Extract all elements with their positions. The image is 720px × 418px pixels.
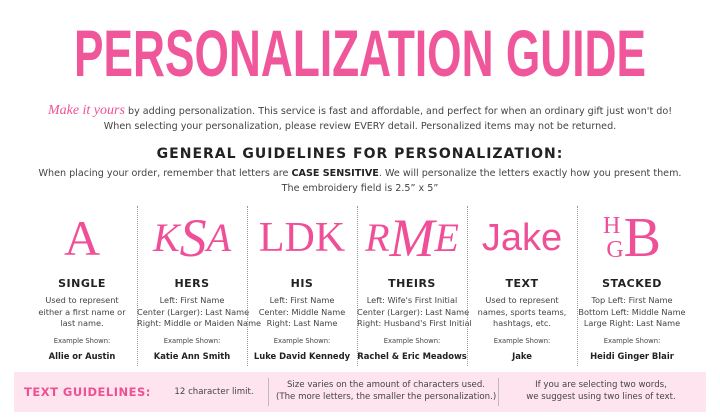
- page-title: PERSONALIZATION GUIDE: [74, 16, 646, 90]
- description: Left: First Name Center: Middle Name Right…: [247, 295, 357, 330]
- guideline-item: Size varies on the amount of characters …: [276, 379, 496, 403]
- description-line: Left: First Name: [269, 295, 335, 305]
- description: Left: Wife's First Initial Center (Larger…: [357, 295, 472, 330]
- text: . We will personalize the letters exactl…: [378, 168, 682, 179]
- title-area: PERSONALIZATION GUIDE: [74, 16, 646, 90]
- intro-text: by adding personalization. This service …: [127, 106, 673, 117]
- sample-letter: E: [434, 215, 459, 260]
- sample: Jake: [467, 205, 577, 271]
- separator: [467, 206, 468, 366]
- description: Used to represent either a first name or l…: [27, 295, 137, 330]
- sample: LDK: [247, 205, 357, 271]
- description-line: Right: Last Name: [266, 318, 338, 328]
- guideline-item: 12 character limit.: [164, 386, 264, 398]
- example: Allie or Austin: [48, 351, 116, 361]
- example: Katie Ann Smith: [153, 351, 231, 361]
- description-line: last name.: [60, 318, 104, 328]
- text-guidelines-band: TEXT GUIDELINES: 12 character limit. Size…: [14, 372, 706, 412]
- separator: [577, 206, 578, 366]
- separator: [498, 378, 499, 406]
- sample-letter: K: [152, 215, 180, 260]
- separator: [268, 378, 269, 406]
- style-name: HIS: [290, 277, 314, 290]
- description-line: Bottom Left: Middle Name: [578, 306, 686, 317]
- style-name: STACKED: [602, 277, 662, 290]
- guideline-line: (The more letters, the smaller the perso…: [276, 392, 497, 402]
- text-guidelines-label: TEXT GUIDELINES:: [24, 385, 151, 399]
- guidelines-text: When placing your order, remember that l…: [0, 168, 720, 179]
- example: Jake: [512, 351, 532, 361]
- guideline-line: 12 character limit.: [174, 387, 254, 397]
- description: Used to represent names, sports teams, has…: [467, 295, 577, 330]
- description-line: Top Left: First Name: [591, 295, 673, 305]
- style-name: THEIRS: [388, 277, 436, 290]
- description-line: names, sports teams,: [477, 306, 567, 317]
- sample-letter: S: [179, 208, 207, 268]
- text: When placing your order, remember that l…: [38, 168, 292, 179]
- guideline-line: we suggest using two lines of text.: [526, 392, 676, 402]
- intro-lead: Make it yours: [47, 103, 125, 118]
- intro-line: Make it yours by adding personalization.…: [0, 103, 720, 119]
- example: Rachel & Eric Meadows: [357, 351, 467, 361]
- sample-letter: H: [602, 213, 621, 239]
- bold-text: CASE SENSITIVE: [291, 168, 379, 179]
- intro-text: When selecting your personalization, ple…: [103, 121, 617, 132]
- sample-letter: G: [606, 237, 624, 263]
- guideline-item: If you are selecting two words, we sugges…: [506, 379, 696, 403]
- example-label: Example Shown:: [53, 337, 111, 345]
- description: Left: First Name Center (Larger): Last Na…: [137, 295, 262, 330]
- style-column: A SINGLE Used to represent either a first n…: [27, 205, 137, 361]
- style-column: R M E THEIRS Left: Wife's First Initial Cente…: [357, 205, 472, 361]
- description: Top Left: First Name Bottom Left: Middle …: [577, 295, 687, 330]
- style-name: HERS: [174, 277, 210, 290]
- description-line: Center (Larger): Last Name: [357, 306, 470, 317]
- sample-letter: R: [365, 215, 390, 260]
- description-line: Used to represent: [45, 295, 119, 305]
- example-label: Example Shown:: [383, 337, 441, 345]
- example-label: Example Shown:: [163, 337, 221, 345]
- sample-letter: LDK: [258, 215, 346, 261]
- separator: [137, 206, 138, 366]
- description-line: Used to represent: [485, 295, 559, 305]
- style-name: TEXT: [505, 277, 539, 290]
- example: Luke David Kennedy: [253, 351, 351, 361]
- separator: [247, 206, 248, 366]
- description-line: hashtags, etc.: [493, 318, 551, 328]
- separator: [357, 206, 358, 366]
- guidelines-text: The embroidery field is 2.5” x 5”: [281, 183, 439, 194]
- sample: A: [27, 205, 137, 271]
- description-line: either a first name or: [38, 306, 126, 317]
- style-column: LDK HIS Left: First Name Center: Middle Nam…: [247, 205, 357, 361]
- description-line: Left: Wife's First Initial: [366, 295, 458, 305]
- style-name: SINGLE: [58, 277, 106, 290]
- sample-letter: M: [389, 208, 435, 268]
- guideline-line: Size varies on the amount of characters …: [286, 380, 486, 390]
- guidelines-heading: GENERAL GUIDELINES FOR PERSONALIZATION:: [156, 146, 564, 162]
- sample-letter: A: [206, 215, 232, 260]
- style-column: K S A HERS Left: First Name Center (Larger): …: [137, 205, 262, 361]
- guideline-line: If you are selecting two words,: [535, 380, 667, 390]
- description-line: Large Right: Last Name: [583, 318, 681, 328]
- example: Heidi Ginger Blair: [590, 351, 674, 361]
- style-column: H G B STACKED Top Left: First Name Bottom Lef…: [577, 205, 687, 361]
- description-line: Right: Husband's First Initial: [357, 318, 472, 328]
- sample-letter: Jake: [481, 217, 563, 259]
- example-label: Example Shown:: [603, 337, 661, 345]
- example-label: Example Shown:: [273, 337, 331, 345]
- description-line: Left: First Name: [159, 295, 225, 305]
- description-line: Right: Middle or Maiden Name: [137, 318, 262, 328]
- example-label: Example Shown:: [493, 337, 551, 345]
- sample-letter: A: [63, 210, 101, 266]
- sample-letter: B: [623, 207, 662, 269]
- description-line: Center: Middle Name: [258, 306, 346, 317]
- description-line: Center (Larger): Last Name: [137, 306, 250, 317]
- style-column: Jake TEXT Used to represent names, sports t…: [467, 205, 577, 361]
